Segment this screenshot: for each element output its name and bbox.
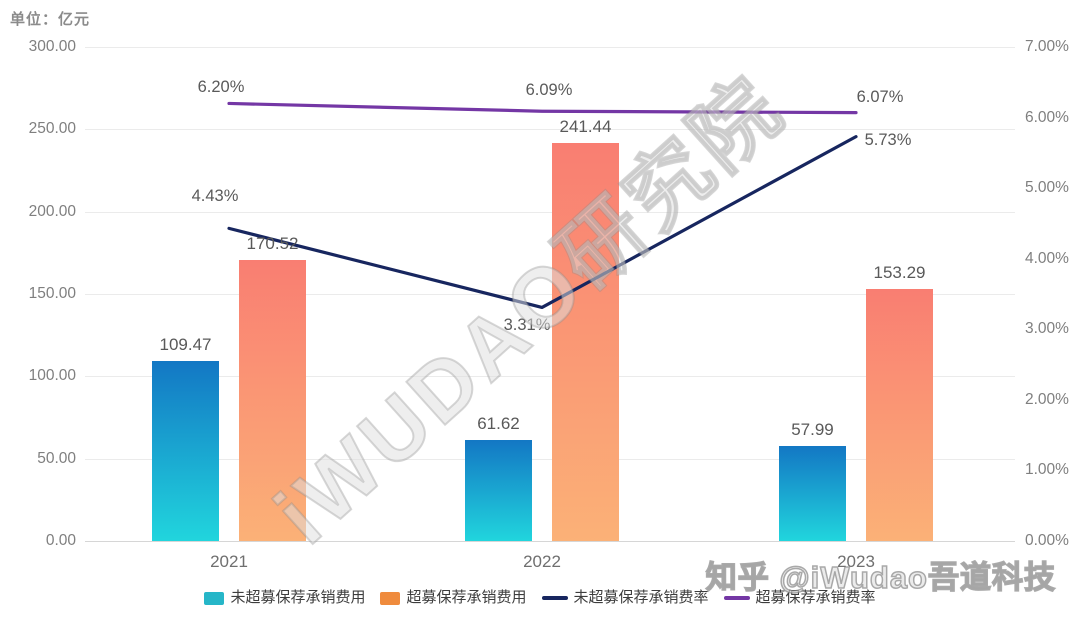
- left-axis-tick-label: 150.00: [28, 285, 76, 302]
- legend-label: 超募保荐承销费用: [406, 589, 527, 606]
- unit-label: 单位：亿元: [10, 11, 91, 28]
- right-axis-tick-label: 3.00%: [1025, 320, 1069, 338]
- legend-item[interactable]: 超募保荐承销费用: [380, 588, 527, 608]
- legend-item[interactable]: 超募保荐承销费率: [723, 588, 876, 608]
- bar-segment[interactable]: [465, 439, 532, 541]
- chart-legend: 未超募保荐承销费用 超募保荐承销费用 未超募保荐承销费率 超募保荐承销费率: [0, 588, 1080, 608]
- grid-line: [85, 294, 1015, 295]
- x-axis-label: 2023: [837, 552, 875, 571]
- bar-value-label: 61.62: [477, 413, 520, 433]
- grid-line: [85, 541, 1015, 542]
- right-axis-tick-label: 0.00%: [1025, 532, 1069, 549]
- left-axis-tick-label: 300.00: [28, 38, 76, 55]
- right-axis-tick-label: 4.00%: [1025, 249, 1069, 267]
- legend-item[interactable]: 未超募保荐承销费率: [541, 588, 709, 608]
- left-axis-tick-label: 200.00: [28, 202, 76, 220]
- grid-line: [85, 211, 1015, 213]
- bar-value-label: 109.47: [159, 334, 212, 354]
- line-point-label: 6.20%: [197, 78, 245, 97]
- line-point-label: 3.31%: [503, 316, 551, 335]
- bar-value-label: 153.29: [873, 262, 926, 282]
- left-axis-tick-label: 250.00: [28, 120, 76, 138]
- right-axis-tick-label: 5.00%: [1025, 179, 1069, 197]
- legend-line-swatch-icon: [723, 596, 750, 600]
- bar-segment[interactable]: [779, 445, 846, 541]
- bar-segment[interactable]: [866, 288, 933, 541]
- line-series-non-overraise-rate[interactable]: [227, 135, 858, 310]
- line-point-label: 6.07%: [856, 87, 904, 106]
- legend-label: 超募保荐承销费率: [755, 589, 876, 606]
- legend-bar-swatch-icon: [380, 591, 401, 605]
- right-axis-tick-label: 1.00%: [1025, 461, 1069, 479]
- grid-line: [85, 47, 1015, 48]
- left-axis-tick-label: 100.00: [28, 367, 76, 385]
- bar-segment[interactable]: [152, 360, 219, 541]
- right-axis-tick-label: 7.00%: [1025, 38, 1069, 55]
- grid-line: [85, 129, 1015, 131]
- bar-value-label: 241.44: [559, 117, 612, 137]
- line-point-label: 4.43%: [191, 187, 239, 206]
- line-series-overraise-rate[interactable]: [227, 101, 858, 115]
- bar-segment[interactable]: [552, 143, 619, 541]
- right-axis-tick-label: 2.00%: [1025, 390, 1069, 408]
- grid-line: [85, 376, 1015, 378]
- bar-segment[interactable]: [239, 260, 306, 541]
- left-axis-tick-label: 0.00: [45, 532, 76, 549]
- left-axis-tick-label: 50.00: [37, 449, 76, 467]
- line-point-label: 5.73%: [864, 130, 912, 149]
- bar-value-label: 57.99: [791, 419, 834, 439]
- legend-bar-swatch-icon: [204, 591, 225, 605]
- grid-line: [85, 458, 1015, 460]
- legend-label: 未超募保荐承销费率: [573, 589, 709, 606]
- bar-value-label: 170.52: [246, 234, 299, 254]
- right-axis-tick-label: 6.00%: [1025, 108, 1069, 126]
- line-point-label: 6.09%: [525, 81, 573, 100]
- legend-label: 未超募保荐承销费用: [230, 589, 366, 606]
- x-axis-label: 2022: [523, 552, 561, 571]
- x-axis-label: 2021: [210, 552, 248, 571]
- legend-item[interactable]: 未超募保荐承销费用: [204, 588, 365, 608]
- legend-line-swatch-icon: [541, 596, 568, 600]
